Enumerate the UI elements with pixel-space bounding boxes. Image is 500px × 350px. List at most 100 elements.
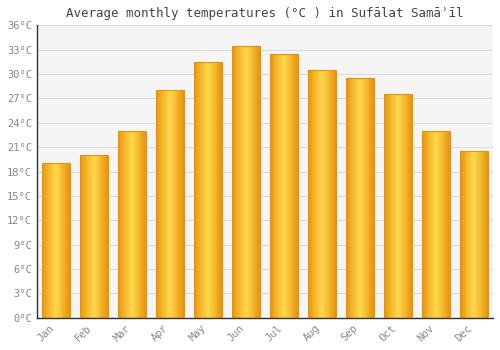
Bar	[286, 54, 287, 318]
Bar	[88, 155, 89, 318]
Bar	[208, 62, 209, 318]
Bar	[51, 163, 52, 318]
Bar	[212, 62, 214, 318]
Bar	[482, 151, 484, 318]
Bar	[422, 131, 424, 318]
Bar	[354, 78, 355, 318]
Bar	[140, 131, 141, 318]
Bar	[402, 94, 403, 318]
Bar	[145, 131, 146, 318]
Bar	[332, 70, 334, 318]
Bar	[274, 54, 276, 318]
Bar	[316, 70, 317, 318]
Bar	[403, 94, 404, 318]
Bar	[477, 151, 478, 318]
Bar	[202, 62, 203, 318]
Bar	[138, 131, 140, 318]
Bar	[258, 46, 259, 318]
Bar	[399, 94, 400, 318]
Bar	[162, 90, 163, 318]
Bar	[364, 78, 366, 318]
Bar	[164, 90, 165, 318]
Bar	[80, 155, 82, 318]
Bar	[100, 155, 102, 318]
Bar	[362, 78, 363, 318]
Bar	[163, 90, 164, 318]
Bar	[357, 78, 358, 318]
Bar	[170, 90, 171, 318]
Bar	[479, 151, 480, 318]
Bar	[105, 155, 106, 318]
Bar	[254, 46, 256, 318]
Bar	[285, 54, 286, 318]
Bar	[386, 94, 388, 318]
Bar	[428, 131, 430, 318]
Bar	[356, 78, 357, 318]
Bar	[131, 131, 132, 318]
Bar	[125, 131, 126, 318]
Bar	[98, 155, 100, 318]
Bar	[220, 62, 221, 318]
Bar	[448, 131, 450, 318]
Bar	[252, 46, 254, 318]
Bar	[368, 78, 370, 318]
Bar	[297, 54, 298, 318]
Bar	[245, 46, 246, 318]
Bar	[243, 46, 244, 318]
Bar	[232, 46, 234, 318]
Bar	[324, 70, 325, 318]
Bar	[410, 94, 412, 318]
Bar	[438, 131, 439, 318]
Bar	[460, 151, 488, 318]
Bar	[480, 151, 482, 318]
Bar	[90, 155, 91, 318]
Bar	[156, 90, 158, 318]
Bar	[44, 163, 46, 318]
Bar	[319, 70, 320, 318]
Bar	[46, 163, 48, 318]
Bar	[287, 54, 288, 318]
Bar	[437, 131, 438, 318]
Bar	[211, 62, 212, 318]
Bar	[56, 163, 57, 318]
Bar	[236, 46, 238, 318]
Bar	[176, 90, 178, 318]
Bar	[241, 46, 242, 318]
Bar	[321, 70, 322, 318]
Bar	[196, 62, 198, 318]
Bar	[434, 131, 435, 318]
Bar	[80, 155, 108, 318]
Bar	[282, 54, 283, 318]
Bar	[346, 78, 374, 318]
Bar	[361, 78, 362, 318]
Bar	[435, 131, 436, 318]
Bar	[168, 90, 169, 318]
Bar	[130, 131, 131, 318]
Bar	[348, 78, 350, 318]
Bar	[474, 151, 475, 318]
Bar	[129, 131, 130, 318]
Bar	[436, 131, 437, 318]
Bar	[68, 163, 69, 318]
Bar	[246, 46, 247, 318]
Bar	[86, 155, 87, 318]
Bar	[446, 131, 448, 318]
Bar	[400, 94, 401, 318]
Bar	[67, 163, 68, 318]
Bar	[133, 131, 134, 318]
Bar	[64, 163, 66, 318]
Bar	[120, 131, 122, 318]
Bar	[165, 90, 166, 318]
Bar	[91, 155, 92, 318]
Bar	[160, 90, 162, 318]
Bar	[478, 151, 479, 318]
Bar	[96, 155, 98, 318]
Bar	[206, 62, 207, 318]
Bar	[366, 78, 368, 318]
Bar	[95, 155, 96, 318]
Bar	[53, 163, 54, 318]
Bar	[174, 90, 176, 318]
Bar	[397, 94, 398, 318]
Bar	[172, 90, 174, 318]
Bar	[473, 151, 474, 318]
